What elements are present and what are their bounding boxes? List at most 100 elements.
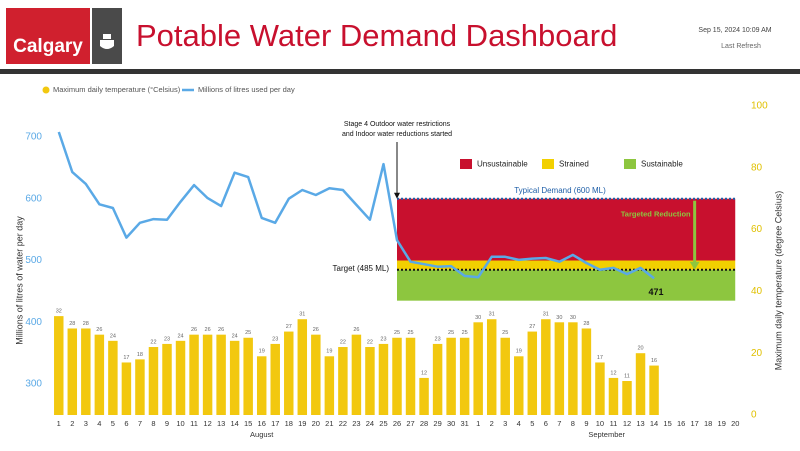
x-tick-label: 10 <box>596 419 604 428</box>
bar <box>175 340 186 415</box>
bar-value-label: 19 <box>259 349 265 355</box>
x-tick-label: 9 <box>584 419 588 428</box>
y-tick-label: 700 <box>25 132 42 143</box>
bar-value-label: 31 <box>299 312 305 318</box>
month-label: August <box>250 430 274 439</box>
x-tick-label: 9 <box>165 419 169 428</box>
bar <box>541 319 551 415</box>
y-tick-label: 400 <box>25 317 42 328</box>
x-tick-label: 7 <box>557 419 561 428</box>
bar-value-label: 27 <box>529 324 535 330</box>
bar-value-label: 25 <box>394 330 400 336</box>
x-tick-label: 24 <box>366 419 374 428</box>
target-label: Target (485 ML) <box>333 264 390 273</box>
x-tick-label: 15 <box>663 419 671 428</box>
bar <box>108 340 118 415</box>
y-tick-label: 300 <box>25 379 42 390</box>
x-tick-label: 14 <box>230 419 238 428</box>
bar <box>135 359 145 415</box>
typical-demand-label: Typical Demand (600 ML) <box>514 186 606 195</box>
title: Potable Water Demand Dashboard <box>136 18 617 53</box>
bar-value-label: 11 <box>624 373 630 379</box>
bar <box>635 353 646 415</box>
bar-value-label: 26 <box>353 327 359 333</box>
bar <box>311 334 321 415</box>
zone <box>397 260 736 270</box>
bar-value-label: 31 <box>489 312 495 318</box>
bar <box>500 337 510 415</box>
bar-value-label: 24 <box>177 333 183 339</box>
reduction-arrowhead <box>689 261 700 270</box>
y2-tick-label: 20 <box>751 348 763 359</box>
x-tick-label: 12 <box>203 419 211 428</box>
bar-value-label: 26 <box>191 327 197 333</box>
x-tick-label: 1 <box>57 419 61 428</box>
bar-value-label: 22 <box>367 339 373 345</box>
x-tick-label: 21 <box>325 419 333 428</box>
bar <box>365 347 375 415</box>
bar-value-label: 22 <box>150 339 156 345</box>
bar-value-label: 24 <box>232 333 238 339</box>
bar <box>581 328 592 415</box>
x-tick-label: 29 <box>433 419 441 428</box>
y2-tick-label: 60 <box>751 224 763 235</box>
bar-value-label: 25 <box>462 330 468 336</box>
bar-value-label: 25 <box>245 330 251 336</box>
x-tick-label: 27 <box>406 419 414 428</box>
x-tick-label: 30 <box>447 419 455 428</box>
x-tick-label: 12 <box>623 419 631 428</box>
bar-value-label: 26 <box>96 327 102 333</box>
bar <box>270 343 280 415</box>
legend-dot <box>42 86 50 94</box>
y2-tick-label: 0 <box>751 410 757 421</box>
bar-value-label: 28 <box>83 321 89 327</box>
bar <box>338 347 348 415</box>
x-tick-label: 17 <box>271 419 279 428</box>
bar <box>243 337 253 415</box>
bar-value-label: 28 <box>69 321 75 327</box>
x-tick-label: 11 <box>610 419 618 428</box>
annotation-text: Stage 4 Outdoor water restrictions <box>344 121 451 128</box>
legend-label: Maximum daily temperature (°Celsius) <box>53 85 181 94</box>
bar <box>432 343 443 415</box>
bar <box>67 328 78 415</box>
x-tick-label: 19 <box>718 419 726 428</box>
bar <box>284 331 294 415</box>
x-tick-label: 17 <box>690 419 698 428</box>
bar-value-label: 30 <box>475 315 481 321</box>
bar <box>392 337 402 415</box>
bar-value-label: 26 <box>218 327 224 333</box>
bar <box>473 322 483 415</box>
bar <box>514 356 524 415</box>
x-tick-label: 4 <box>517 419 521 428</box>
zone-legend-label: Strained <box>559 160 589 169</box>
month-label: September <box>588 430 625 439</box>
bar <box>256 356 267 415</box>
bar-value-label: 25 <box>502 330 508 336</box>
logo-box <box>6 8 90 64</box>
zone-legend-swatch <box>624 159 636 169</box>
bar <box>202 334 213 415</box>
refresh-label: Last Refresh <box>721 43 761 50</box>
x-tick-label: 7 <box>138 419 142 428</box>
x-tick-label: 22 <box>339 419 347 428</box>
bar-value-label: 32 <box>56 309 62 315</box>
zone-legend-label: Sustainable <box>641 160 683 169</box>
bar <box>419 377 429 415</box>
x-tick-label: 20 <box>731 419 739 428</box>
x-tick-label: 3 <box>84 419 88 428</box>
bar-value-label: 19 <box>326 349 332 355</box>
bar <box>324 356 335 415</box>
bar <box>595 362 605 415</box>
zone <box>397 198 736 261</box>
x-tick-label: 8 <box>571 419 575 428</box>
x-tick-label: 25 <box>379 419 387 428</box>
bar-value-label: 12 <box>421 370 427 376</box>
bar-value-label: 17 <box>597 355 603 361</box>
bar <box>148 347 159 415</box>
x-tick-label: 6 <box>544 419 548 428</box>
y2-tick-label: 100 <box>751 101 768 112</box>
annotation-arrowhead <box>394 192 400 199</box>
bar <box>81 328 91 415</box>
bar-value-label: 22 <box>340 339 346 345</box>
